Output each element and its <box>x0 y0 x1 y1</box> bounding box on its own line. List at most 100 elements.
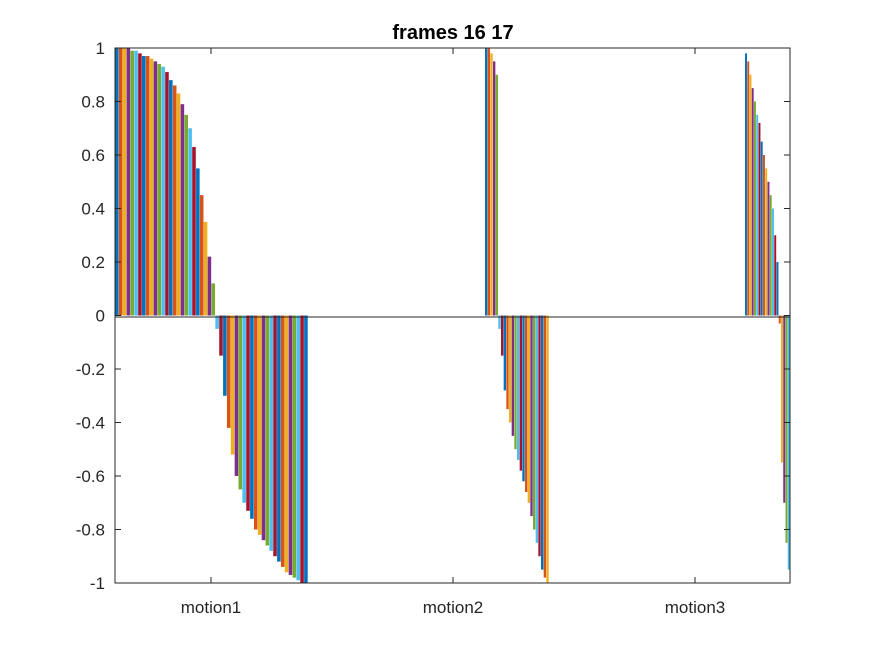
bar-motion2-12 <box>517 315 520 460</box>
bar-motion1-25 <box>211 283 216 316</box>
bar-motion1-42 <box>277 315 281 562</box>
bar-motion1-2 <box>122 48 127 316</box>
x-tick-label-motion2: motion2 <box>423 598 483 617</box>
y-tick-label: 0.8 <box>81 93 105 112</box>
bar-motion3-16 <box>781 315 783 463</box>
bar-motion1-31 <box>234 315 239 476</box>
bar-motion1-26 <box>215 315 219 329</box>
bar-motion1-40 <box>269 315 273 551</box>
bar-motion1-7 <box>142 56 146 316</box>
bar-motion1-43 <box>280 315 285 567</box>
bar-motion1-14 <box>169 80 173 316</box>
bar-motion2-20 <box>538 315 541 557</box>
bar-motion1-9 <box>149 58 154 316</box>
bar-motion1-0 <box>115 48 119 316</box>
y-tick-label: -0.6 <box>76 467 105 486</box>
bar-motion1-48 <box>300 315 304 583</box>
bar-motion1-45 <box>288 315 293 575</box>
bar-motion3-19 <box>787 315 790 570</box>
bar-motion2-9 <box>509 315 512 423</box>
bar-motion1-21 <box>196 168 200 316</box>
bar-motion1-23 <box>203 221 208 316</box>
bar-motion3-14 <box>776 262 779 316</box>
y-tick-label: -0.4 <box>76 414 105 433</box>
bar-motion2-17 <box>530 315 533 517</box>
bar-motion1-4 <box>130 50 134 316</box>
bar-motion1-30 <box>230 315 235 455</box>
bar-motion1-35 <box>250 315 254 519</box>
bar-motion3-1 <box>747 61 750 316</box>
bar-motion1-29 <box>226 315 231 428</box>
bar-motion2-1 <box>487 48 491 316</box>
bar-motion2-23 <box>546 315 549 583</box>
bar-motion1-10 <box>153 61 158 316</box>
bar-motion1-32 <box>238 315 243 490</box>
y-tick-label: 0.6 <box>81 146 105 165</box>
bar-motion3-9 <box>765 168 768 316</box>
bar-motion3-18 <box>785 315 788 543</box>
bar-motion3-5 <box>756 114 759 316</box>
bar-motion1-27 <box>219 315 223 356</box>
bar-motion3-8 <box>763 155 765 316</box>
bar-motion1-16 <box>176 93 181 316</box>
y-tick-label: 1 <box>96 39 105 58</box>
bar-motion2-19 <box>535 315 539 543</box>
bar-motion3-7 <box>760 141 763 316</box>
bar-motion2-7 <box>503 315 507 391</box>
bar-motion1-12 <box>161 66 165 316</box>
bar-motion1-49 <box>304 315 308 583</box>
y-tick-label: 0.4 <box>81 200 105 219</box>
bar-motion2-22 <box>543 315 547 578</box>
bar-motion2-15 <box>525 315 528 493</box>
y-tick-label: 0 <box>96 307 105 326</box>
bar-motion1-3 <box>126 48 131 316</box>
bar-motion1-37 <box>257 315 262 535</box>
bar-motion2-21 <box>541 315 544 570</box>
bar-motion1-11 <box>157 64 162 316</box>
bar-motion3-12 <box>772 208 774 316</box>
bars-group <box>115 48 790 583</box>
bar-motion2-6 <box>501 315 504 356</box>
bar-motion1-28 <box>223 315 227 396</box>
bar-motion2-0 <box>485 48 488 316</box>
y-tick-label: -0.2 <box>76 360 105 379</box>
bar-motion1-17 <box>180 104 185 316</box>
bar-motion1-19 <box>188 128 192 316</box>
bar-motion1-18 <box>184 114 189 316</box>
bar-motion2-13 <box>519 315 523 471</box>
bar-motion1-20 <box>192 146 196 316</box>
bar-motion3-17 <box>783 315 786 503</box>
y-tick-label: 0.2 <box>81 253 105 272</box>
bar-motion3-13 <box>774 235 777 316</box>
bar-motion3-15 <box>778 315 781 324</box>
bar-motion3-6 <box>758 122 761 316</box>
bar-motion1-33 <box>242 315 246 503</box>
bar-motion1-36 <box>253 315 258 530</box>
bar-motion1-15 <box>172 85 177 316</box>
bar-motion2-10 <box>511 315 515 436</box>
chart-title: frames 16 17 <box>392 22 513 44</box>
bar-motion1-8 <box>145 56 150 316</box>
x-axis: motion1 motion2 motion3 <box>181 48 725 617</box>
bar-motion1-5 <box>134 50 138 316</box>
x-tick-label-motion3: motion3 <box>665 598 725 617</box>
bar-motion1-39 <box>265 315 270 546</box>
bar-motion1-41 <box>273 315 277 557</box>
bar-motion1-1 <box>118 48 123 316</box>
bar-motion3-11 <box>769 195 772 316</box>
bar-motion3-3 <box>751 88 754 316</box>
bar-motion1-38 <box>261 315 266 541</box>
bar-motion1-46 <box>292 315 297 578</box>
bar-motion3-0 <box>745 53 747 316</box>
bar-motion1-6 <box>138 53 142 316</box>
bar-motion1-47 <box>296 315 300 581</box>
bar-motion2-18 <box>533 315 536 530</box>
bar-motion2-4 <box>495 74 499 316</box>
x-tick-label-motion1: motion1 <box>181 598 241 617</box>
bar-motion3-2 <box>749 74 752 316</box>
bar-motion2-5 <box>498 315 501 329</box>
bar-motion2-16 <box>527 315 531 503</box>
bar-motion1-24 <box>207 256 212 316</box>
bar-motion1-44 <box>284 315 289 573</box>
